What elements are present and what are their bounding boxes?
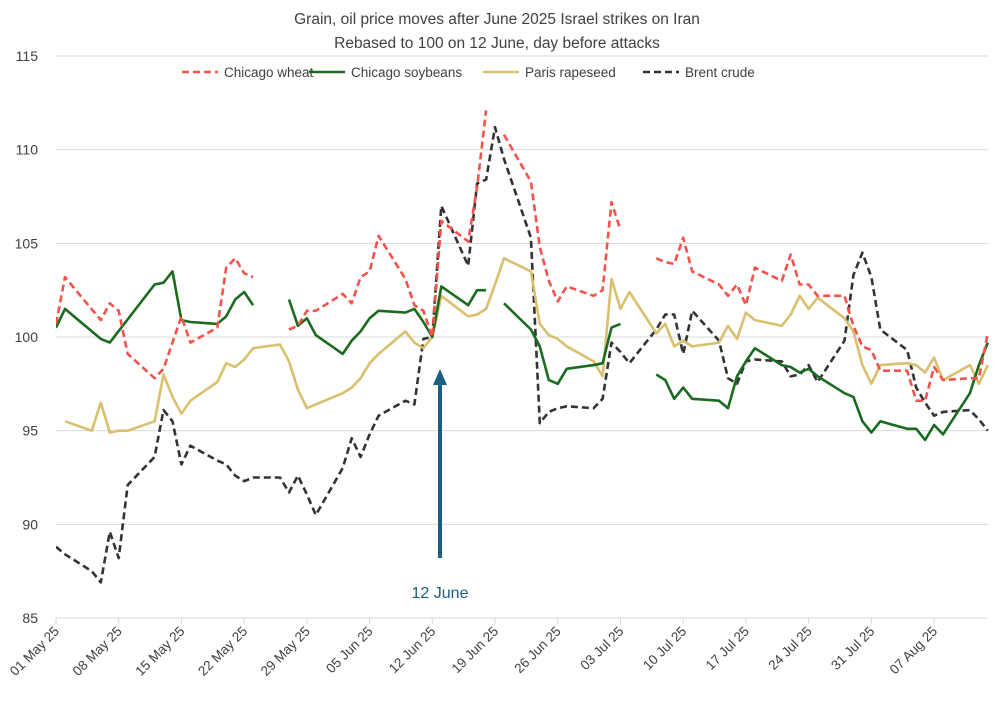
x-tick-label: 10 Jul 25 <box>640 624 689 673</box>
annotation-label: 12 June <box>412 585 469 602</box>
legend-label: Brent crude <box>685 65 755 80</box>
y-tick-label: 90 <box>22 516 38 532</box>
legend: Chicago wheat Chicago soybeans Paris rapes… <box>182 65 755 80</box>
legend-label: Chicago soybeans <box>351 65 462 80</box>
legend-label: Chicago wheat <box>224 65 314 80</box>
x-tick-label: 31 Jul 25 <box>828 624 877 673</box>
x-tick-label: 15 May 25 <box>132 624 187 679</box>
x-tick-label: 24 Jul 25 <box>765 624 814 673</box>
x-tick-label: 17 Jul 25 <box>703 624 752 673</box>
y-tick-label: 100 <box>15 329 39 345</box>
series-line-chicago-soybeans <box>56 270 990 442</box>
x-axis: 01 May 25 08 May 25 15 May 25 22 May 25 29 M… <box>7 618 940 679</box>
x-tick-label: 22 May 25 <box>195 624 250 679</box>
x-tick-label: 05 Jun 25 <box>323 624 376 677</box>
y-tick-label: 105 <box>15 235 39 251</box>
x-tick-label: 07 Aug 25 <box>887 624 941 678</box>
x-tick-label: 01 May 25 <box>7 624 62 679</box>
x-tick-label: 08 May 25 <box>70 624 125 679</box>
x-tick-label: 19 Jun 25 <box>449 624 502 677</box>
y-tick-label: 95 <box>22 423 38 439</box>
arrow-up-icon <box>433 369 447 385</box>
series-line-brent-crude <box>56 125 989 584</box>
series-lines <box>56 110 990 584</box>
x-tick-label: 26 Jun 25 <box>511 624 564 677</box>
legend-label: Paris rapeseed <box>525 65 616 80</box>
series-line-chicago-wheat <box>56 110 990 402</box>
y-tick-label: 110 <box>16 142 39 158</box>
chart-subtitle: Rebased to 100 on 12 June, day before at… <box>334 35 660 52</box>
y-axis: 85 90 95 100 105 110 115 <box>15 48 39 626</box>
chart-title: Grain, oil price moves after June 2025 I… <box>294 11 700 28</box>
series-line-paris-rapeseed <box>64 257 989 434</box>
y-tick-label: 85 <box>22 610 38 626</box>
x-tick-label: 12 Jun 25 <box>386 624 439 677</box>
x-tick-label: 03 Jul 25 <box>577 624 626 673</box>
gridlines <box>56 55 988 619</box>
annotation-12-june: 12 June <box>412 369 469 602</box>
y-tick-label: 115 <box>16 48 39 64</box>
x-tick-label: 29 May 25 <box>258 624 313 679</box>
